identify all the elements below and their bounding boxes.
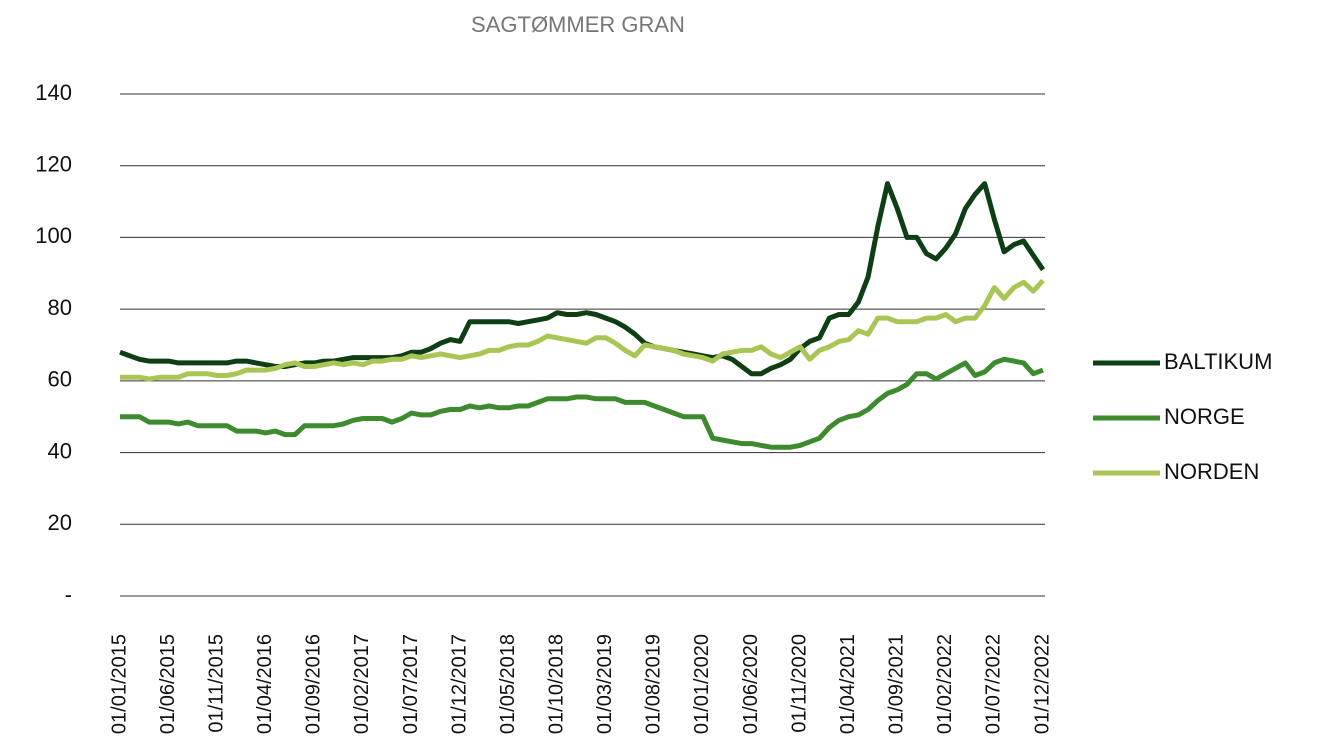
legend-label: BALTIKUM: [1164, 349, 1272, 374]
y-tick-label: 20: [48, 510, 72, 535]
y-tick-label: 120: [35, 152, 72, 177]
legend-label: NORDEN: [1164, 459, 1259, 484]
x-tick-label: 01/05/2018: [497, 634, 519, 734]
x-tick-label: 01/09/2021: [886, 634, 908, 734]
x-tick-label: 01/04/2016: [254, 634, 276, 734]
y-tick-label: -: [65, 582, 72, 607]
series-line: [120, 356, 1044, 450]
x-tick-label: 01/02/2017: [351, 634, 373, 734]
x-tick-label: 01/11/2015: [205, 634, 227, 733]
x-tick-label: 01/08/2019: [643, 634, 665, 734]
x-tick-label: 01/12/2017: [448, 634, 470, 734]
series-line: [119, 181, 1046, 377]
legend-label: NORGE: [1164, 404, 1245, 429]
x-tick-label: 01/02/2022: [934, 634, 956, 734]
chart-title: SAGTØMMER GRAN: [471, 12, 685, 37]
x-tick-label: 01/04/2021: [837, 634, 859, 734]
y-tick-label: 80: [48, 295, 72, 320]
x-tick-label: 01/01/2015: [108, 634, 130, 734]
x-tick-label: 01/12/2022: [1031, 634, 1053, 734]
x-tick-label: 01/06/2015: [157, 634, 179, 734]
y-tick-label: 100: [35, 223, 72, 248]
y-tick-label: 40: [48, 438, 72, 463]
series-line: [120, 278, 1045, 382]
x-tick-label: 01/10/2018: [545, 634, 567, 734]
x-tick-label: 01/09/2016: [303, 634, 325, 734]
x-tick-label: 01/06/2020: [740, 634, 762, 734]
x-tick-label: 01/07/2017: [400, 634, 422, 734]
x-tick-label: 01/01/2020: [691, 634, 713, 734]
y-tick-label: 140: [35, 80, 72, 105]
y-tick-label: 60: [48, 367, 72, 392]
x-tick-label: 01/03/2019: [594, 634, 616, 734]
x-tick-label: 01/11/2020: [788, 634, 810, 733]
x-tick-label: 01/07/2022: [983, 634, 1005, 734]
